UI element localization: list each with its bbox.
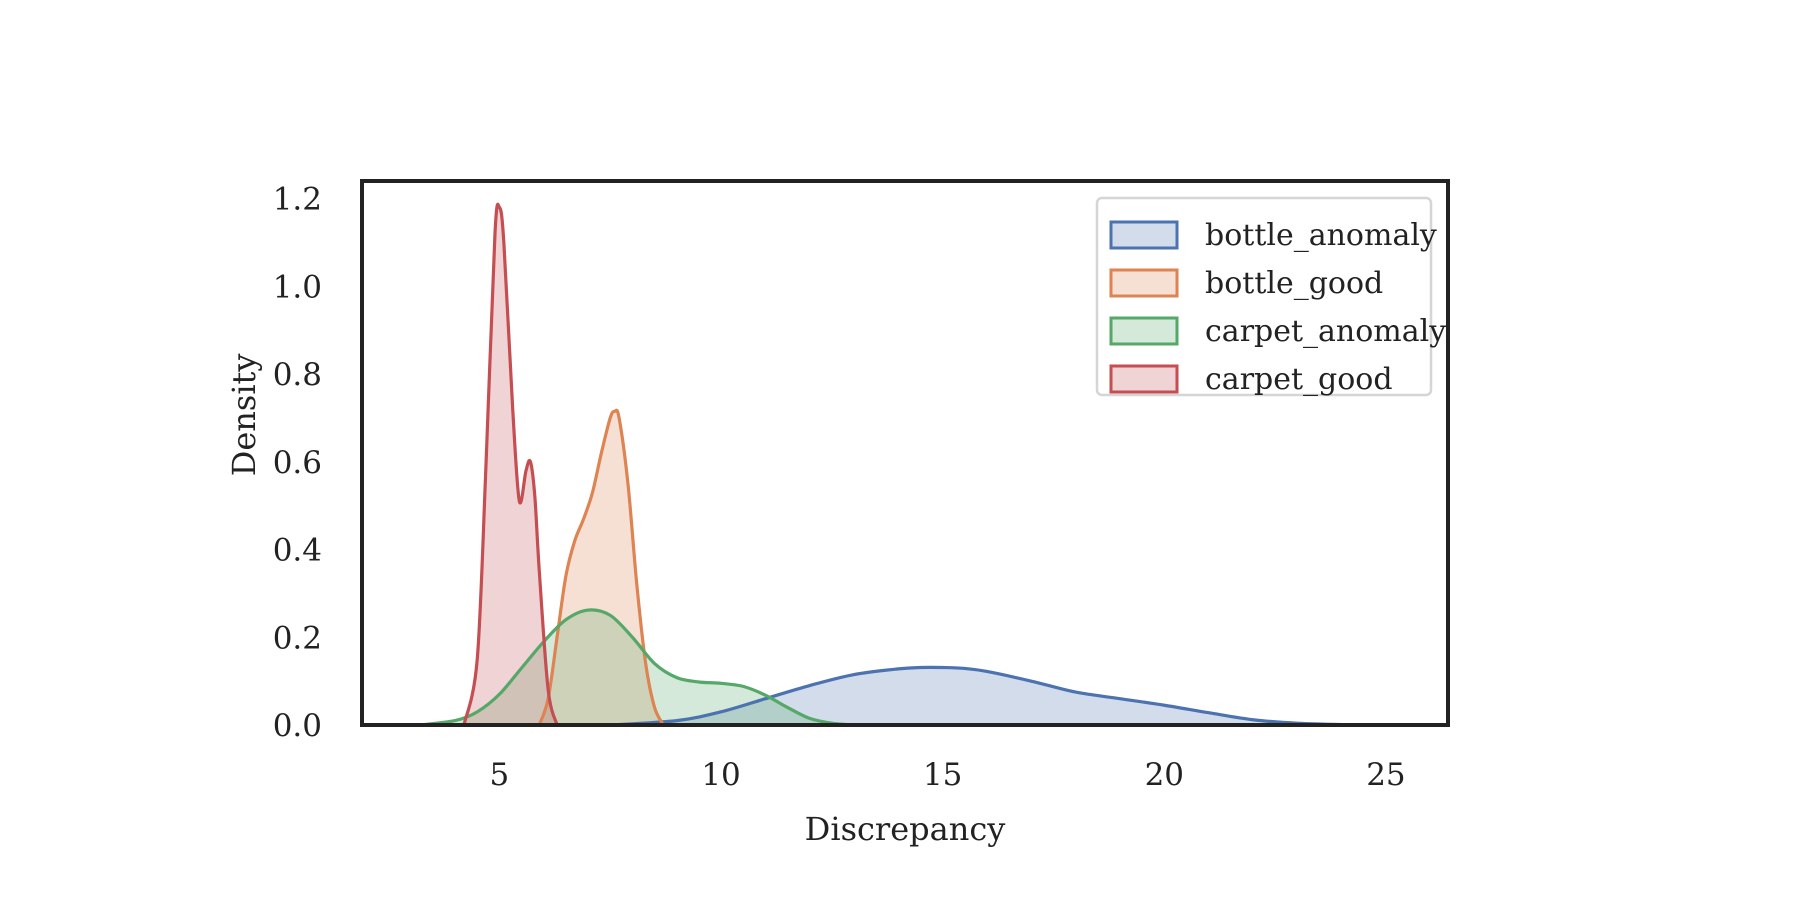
y-tick-label: 1.2	[273, 182, 322, 218]
line-carpet-anomaly	[418, 608, 856, 727]
legend-box	[1095, 196, 1433, 397]
area-carpet-good	[463, 204, 558, 726]
y-tick-label: 0.2	[273, 620, 322, 656]
x-axis-ticks: 5 10 15 20 25	[490, 757, 1406, 793]
legend-label-bottle-anomaly: bottle_anomaly	[1205, 218, 1437, 253]
area-carpet-anomaly	[419, 609, 855, 725]
y-tick-label: 0.6	[273, 445, 322, 481]
plot-frame	[360, 179, 1450, 727]
legend-label-bottle-good: bottle_good	[1205, 266, 1383, 301]
x-axis-label: Discrepancy	[805, 810, 1006, 848]
legend-swatch-bottle-good	[1109, 268, 1179, 298]
y-tick-label: 0.4	[273, 533, 322, 569]
legend-label-carpet-good: carpet_good	[1205, 362, 1393, 397]
legend-swatch-carpet-anomaly	[1109, 316, 1179, 346]
y-tick-label: 0.0	[273, 708, 322, 744]
area-bottle-good	[539, 410, 664, 725]
x-tick-label: 20	[1145, 757, 1184, 793]
x-tick-label: 5	[490, 757, 510, 793]
legend-swatch-carpet-good	[1109, 364, 1179, 394]
y-axis-label: Density	[225, 354, 263, 477]
x-tick-label: 15	[923, 757, 962, 793]
x-tick-label: 25	[1366, 757, 1405, 793]
density-lines	[418, 202, 1388, 727]
line-bottle-good	[537, 408, 666, 727]
y-tick-label: 1.0	[273, 269, 322, 305]
x-tick-label: 10	[701, 757, 740, 793]
legend-swatch-bottle-anomaly	[1109, 220, 1179, 250]
line-bottle-anomaly	[608, 665, 1388, 727]
legend: bottle_anomaly bottle_good carpet_anomalyc…	[1095, 196, 1446, 397]
y-tick-label: 0.8	[273, 357, 322, 393]
line-carpet-good	[462, 202, 559, 727]
y-axis-ticks: 0.0 0.2 0.4 0.6 0.8 1.0 1.2	[273, 182, 322, 744]
legend-label-carpet-anomaly: carpet_anomaly	[1205, 314, 1446, 349]
